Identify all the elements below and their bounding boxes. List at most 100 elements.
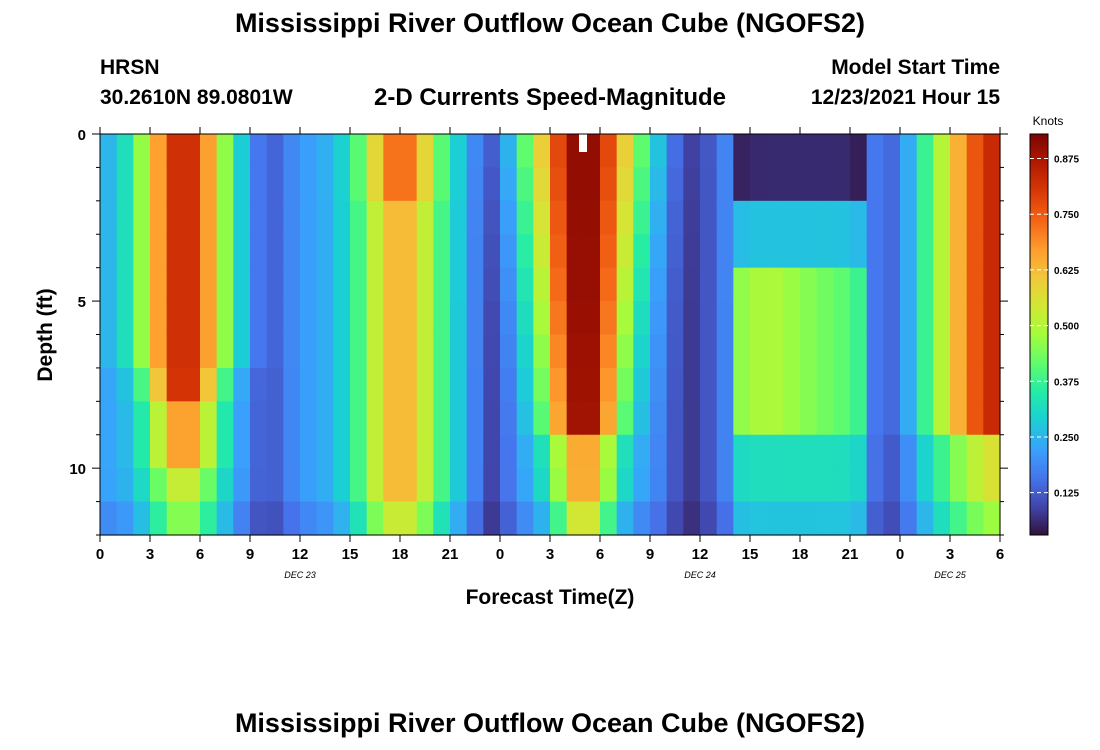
- heatmap-cell: [433, 234, 451, 269]
- y-tick-label: 0: [78, 127, 86, 144]
- heatmap-cell: [766, 134, 784, 169]
- heatmap-cell: [733, 401, 751, 436]
- heatmap-cell: [750, 401, 768, 436]
- heatmap-cell: [183, 134, 201, 169]
- heatmap-cell: [933, 434, 951, 469]
- heatmap-cell: [916, 401, 934, 436]
- heatmap-cell: [833, 501, 851, 536]
- heatmap-cell: [633, 200, 651, 235]
- heatmap-cell: [500, 267, 518, 302]
- heatmap-cell: [133, 468, 151, 503]
- heatmap-cell: [800, 301, 818, 336]
- heatmap-cell: [583, 401, 601, 436]
- heatmap-cell: [333, 334, 351, 369]
- heatmap-cell: [866, 267, 884, 302]
- heatmap-cell: [433, 200, 451, 235]
- heatmap-cell: [883, 234, 901, 269]
- heatmap-cell: [866, 234, 884, 269]
- heatmap-cell: [683, 401, 701, 436]
- heatmap-cell: [350, 267, 368, 302]
- heatmap-cell: [916, 301, 934, 336]
- heatmap-cell: [200, 200, 218, 235]
- heatmap-cell: [200, 167, 218, 202]
- heatmap-cell: [383, 334, 401, 369]
- heatmap-cell: [666, 434, 684, 469]
- heatmap-cell: [833, 134, 851, 169]
- heatmap-cell: [583, 134, 601, 169]
- heatmap-cell: [766, 434, 784, 469]
- heatmap-cell: [450, 401, 468, 436]
- heatmap-cell: [116, 134, 134, 169]
- heatmap-cell: [416, 367, 434, 402]
- heatmap-cell: [683, 200, 701, 235]
- x-tick-label: 9: [646, 546, 654, 563]
- heatmap-cell: [550, 401, 568, 436]
- heatmap-cell: [883, 501, 901, 536]
- station-id: HRSN: [100, 56, 160, 79]
- heatmap-cell: [383, 367, 401, 402]
- heatmap-cell: [633, 401, 651, 436]
- heatmap-cell: [116, 434, 134, 469]
- heatmap-cell: [766, 167, 784, 202]
- heatmap-cell: [650, 367, 668, 402]
- heatmap-cell: [133, 234, 151, 269]
- heatmap-cell: [916, 267, 934, 302]
- heatmap-cell: [200, 234, 218, 269]
- heatmap-cell: [283, 200, 301, 235]
- heatmap-cell: [900, 267, 918, 302]
- heatmap-cell: [183, 234, 201, 269]
- heatmap-cell: [450, 134, 468, 169]
- heatmap-cell: [466, 200, 484, 235]
- heatmap-cell: [266, 200, 284, 235]
- x-tick-label: 0: [896, 546, 904, 563]
- heatmap-cell: [966, 267, 984, 302]
- heatmap-cell: [483, 401, 501, 436]
- heatmap-cell: [550, 334, 568, 369]
- heatmap-cell: [700, 501, 718, 536]
- heatmap-cell: [583, 200, 601, 235]
- heatmap-cell: [366, 468, 384, 503]
- heatmap-cell: [483, 367, 501, 402]
- heatmap-cell: [433, 267, 451, 302]
- heatmap-cell: [733, 301, 751, 336]
- heatmap-cell: [600, 167, 618, 202]
- heatmap-cell: [100, 200, 118, 235]
- heatmap-cell: [900, 501, 918, 536]
- heatmap-cell: [650, 200, 668, 235]
- heatmap-cell: [483, 167, 501, 202]
- heatmap-cell: [950, 501, 968, 536]
- heatmap-cell: [233, 267, 251, 302]
- heatmap-cell: [816, 167, 834, 202]
- heatmap-cell: [533, 167, 551, 202]
- date-label: DEC 23: [284, 570, 316, 580]
- heatmap-cell: [883, 367, 901, 402]
- heatmap-cell: [266, 167, 284, 202]
- heatmap-cell: [983, 334, 1001, 369]
- heatmap-cell: [166, 234, 184, 269]
- x-tick-label: 3: [946, 546, 954, 563]
- heatmap-cell: [366, 200, 384, 235]
- heatmap-cell: [200, 468, 218, 503]
- heatmap-cell: [783, 501, 801, 536]
- heatmap-cell: [933, 301, 951, 336]
- heatmap-cell: [216, 434, 234, 469]
- heatmap-cell: [483, 334, 501, 369]
- x-axis-label: Forecast Time(Z): [466, 586, 635, 609]
- heatmap-cell: [900, 200, 918, 235]
- heatmap-cell: [883, 401, 901, 436]
- heatmap-cell: [566, 234, 584, 269]
- heatmap-cell: [933, 200, 951, 235]
- heatmap-cell: [100, 334, 118, 369]
- heatmap-cell: [216, 334, 234, 369]
- heatmap-cell: [783, 167, 801, 202]
- heatmap-cell: [950, 367, 968, 402]
- heatmap-cell: [866, 334, 884, 369]
- heatmap-cell: [983, 434, 1001, 469]
- heatmap-cell: [116, 234, 134, 269]
- heatmap-cell: [950, 167, 968, 202]
- heatmap-cell: [700, 134, 718, 169]
- heatmap-cell: [250, 200, 268, 235]
- heatmap-cell: [966, 401, 984, 436]
- heatmap-cell: [683, 234, 701, 269]
- x-tick-label: 3: [546, 546, 554, 563]
